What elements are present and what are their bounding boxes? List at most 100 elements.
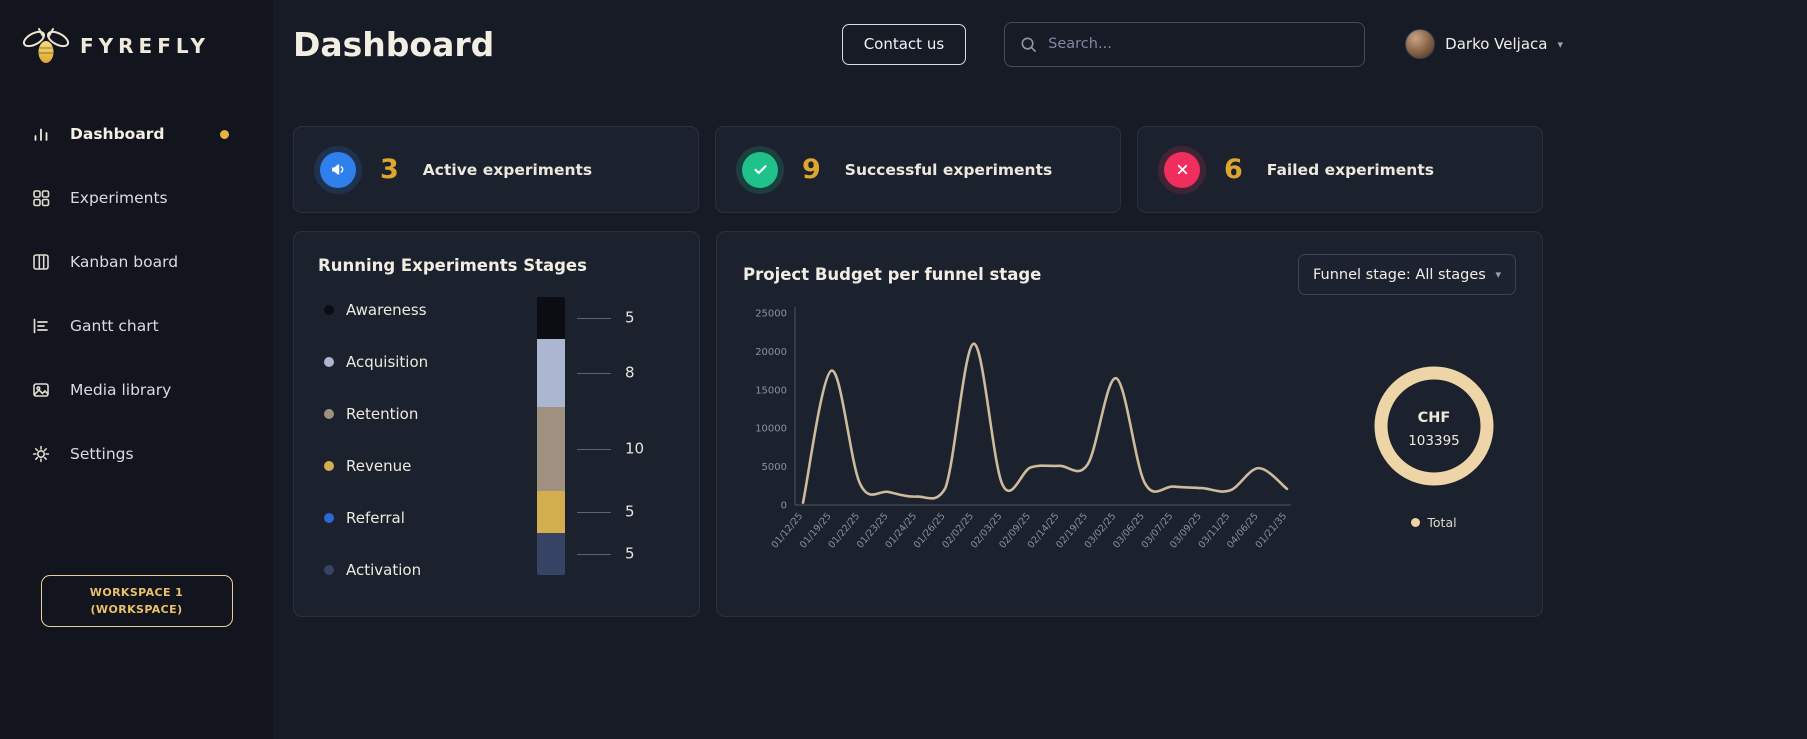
bar-segment-activation [537,533,565,575]
stat-card-failed-experiments: 6 Failed experiments [1137,126,1543,213]
donut-legend: Total [1411,515,1456,530]
workspace-name: WORKSPACE 1 [90,586,183,599]
svg-text:25000: 25000 [755,309,787,320]
sidebar: FYREFLY Dashboard Experiments Kanb [0,0,273,739]
bar-tick-line [577,373,611,374]
svg-text:15000: 15000 [755,385,787,396]
funnel-stage-dropdown[interactable]: Funnel stage: All stages ▾ [1298,254,1516,295]
project-budget-card: Project Budget per funnel stage Funnel s… [716,231,1543,617]
funnel-stage-dropdown-label: Funnel stage: All stages [1313,267,1486,283]
stage-legend-label: Acquisition [346,353,428,371]
svg-text:0: 0 [781,501,787,512]
page-title: Dashboard [293,25,494,64]
bar-tick-line [577,512,611,513]
sidebar-item-gantt-chart[interactable]: Gantt chart [0,294,273,358]
donut-legend-dot [1411,518,1420,527]
workspace-button[interactable]: WORKSPACE 1 (WORKSPACE) [41,575,233,627]
sidebar-item-experiments[interactable]: Experiments [0,166,273,230]
sidebar-item-media-library[interactable]: Media library [0,358,273,422]
charts-row: Running Experiments Stages Awareness Acqu… [293,231,1543,617]
gantt-icon [30,315,52,337]
svg-text:10000: 10000 [755,424,787,435]
stage-legend-dot [324,513,334,523]
donut-legend-label: Total [1427,515,1456,530]
stat-value: 6 [1224,154,1243,185]
stages-card-title: Running Experiments Stages [318,256,675,275]
chevron-down-icon: ▾ [1557,38,1563,51]
bar-tick-line [577,554,611,555]
budget-line-chart: 050001000015000200002500001/12/2501/19/2… [743,299,1303,567]
stat-value: 9 [802,154,821,185]
sidebar-item-label: Settings [70,445,134,463]
bar-tick-value: 8 [625,363,635,381]
stat-label: Failed experiments [1267,161,1434,179]
bar-segment-revenue [537,491,565,533]
firefly-logo-icon [20,24,72,68]
stat-value: 3 [380,154,399,185]
sidebar-nav: Dashboard Experiments Kanban board Gan [0,102,273,486]
gear-icon [30,443,52,465]
sidebar-item-label: Gantt chart [70,317,159,335]
donut-center-value: 103395 [1408,433,1460,449]
stage-legend-item: Referral [324,509,428,527]
bar-tick-value: 10 [625,439,644,457]
bar-tick-value: 5 [625,545,635,563]
sidebar-item-kanban-board[interactable]: Kanban board [0,230,273,294]
stat-label: Successful experiments [845,161,1052,179]
stage-legend-dot [324,409,334,419]
sidebar-item-dashboard[interactable]: Dashboard [0,102,273,166]
bar-segment-acquisition [537,339,565,406]
search-input[interactable] [1048,36,1350,52]
stage-legend-label: Awareness [346,301,427,319]
stat-label: Active experiments [423,161,592,179]
donut-center-currency: CHF [1418,410,1451,426]
logo: FYREFLY [0,0,273,68]
sidebar-item-label: Kanban board [70,253,178,271]
stat-card-active-experiments: 3 Active experiments [293,126,699,213]
stacked-bar [537,297,565,575]
search-icon [1019,35,1038,54]
bar-tick-line [577,449,611,450]
kanban-icon [30,251,52,273]
stacked-bar-chart: 581055 [537,297,673,578]
sidebar-item-label: Media library [70,381,171,399]
donut-chart: CHF 103395 [1359,351,1509,501]
stats-row: 3 Active experiments 9 Successful experi… [293,126,1543,213]
stage-legend-item: Acquisition [324,353,428,371]
bar-tick-value: 5 [625,309,635,327]
user-menu[interactable]: Darko Veljaca ▾ [1405,29,1563,59]
sidebar-item-label: Dashboard [70,125,165,143]
stage-legend-label: Retention [346,405,418,423]
bar-segment-retention [537,407,565,491]
stage-legend-item: Activation [324,561,428,579]
stage-legend-label: Referral [346,509,405,527]
budget-card-header: Project Budget per funnel stage Funnel s… [743,254,1516,295]
stage-legend-item: Awareness [324,301,428,319]
check-icon [742,152,778,188]
avatar [1405,29,1435,59]
megaphone-icon [320,152,356,188]
x-icon [1164,152,1200,188]
bar-segment-awareness [537,297,565,339]
app-root: FYREFLY Dashboard Experiments Kanb [0,0,1807,739]
svg-text:5000: 5000 [762,462,787,473]
stages-legend: Awareness Acquisition Retention Revenue Refe… [318,301,428,579]
budget-donut: CHF 103395 Total [1359,351,1509,567]
contact-us-button[interactable]: Contact us [842,24,966,65]
budget-card-body: 050001000015000200002500001/12/2501/19/2… [743,299,1516,567]
workspace-type: (WORKSPACE) [90,603,182,616]
stage-legend-dot [324,565,334,575]
grid-icon [30,187,52,209]
stage-legend-label: Revenue [346,457,411,475]
chevron-down-icon: ▾ [1495,268,1501,281]
stage-legend-dot [324,357,334,367]
stage-legend-dot [324,305,334,315]
stage-legend-item: Revenue [324,457,428,475]
logo-text: FYREFLY [80,34,210,58]
top-bar: Dashboard Contact us Darko Veljaca ▾ [293,0,1563,88]
sidebar-item-settings[interactable]: Settings [0,422,273,486]
bar-chart-icon [30,123,52,145]
bar-tick-line [577,318,611,319]
main-content: Dashboard Contact us Darko Veljaca ▾ 3 A… [273,0,1807,739]
image-icon [30,379,52,401]
